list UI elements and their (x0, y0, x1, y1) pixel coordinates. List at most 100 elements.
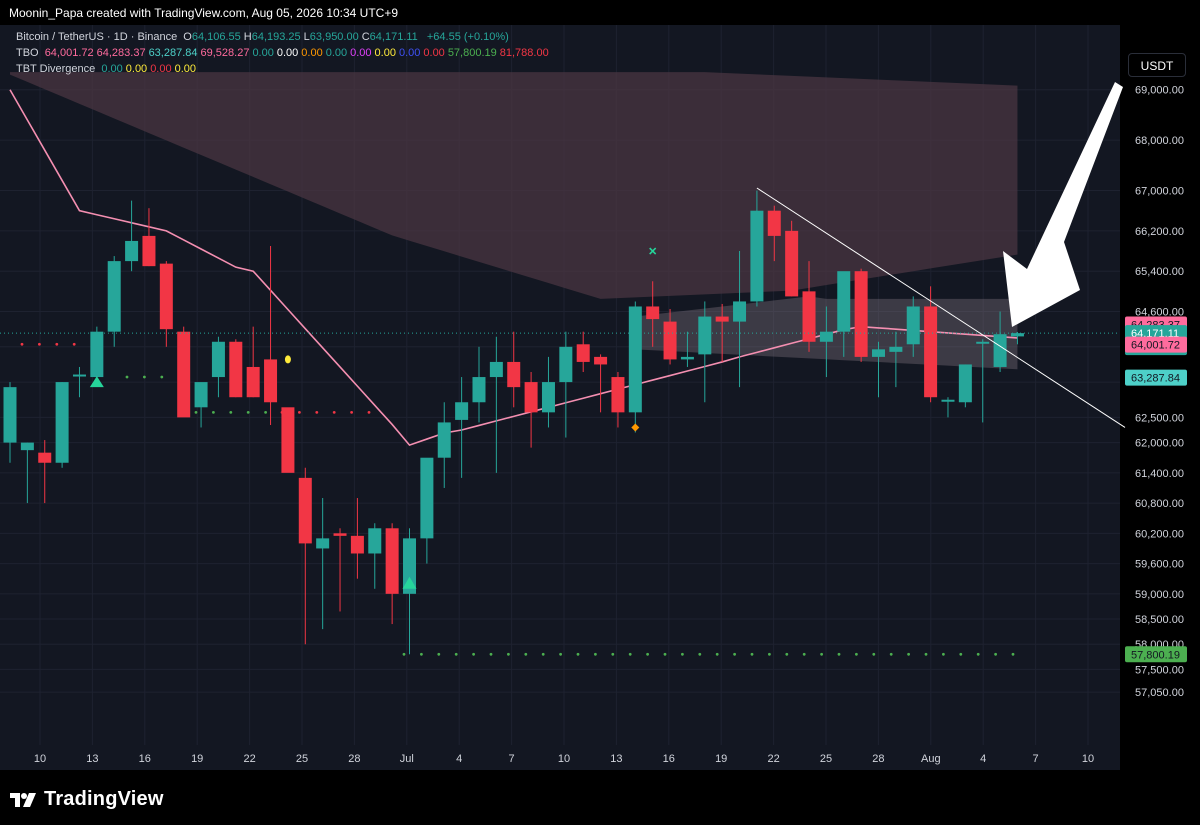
time-axis-tick-label: 10 (558, 753, 570, 765)
legend-indicator-value: 69,528.27 (200, 47, 250, 59)
candle-body[interactable] (125, 240, 139, 262)
legend-tbo-label: TBO (16, 47, 39, 59)
candle-body[interactable] (559, 346, 573, 383)
candle-body[interactable] (611, 377, 625, 413)
candle-body[interactable] (264, 359, 278, 403)
candle-body[interactable] (107, 261, 121, 332)
candle-body[interactable] (55, 382, 69, 463)
time-axis-tick-label: 28 (872, 753, 884, 765)
candle-body[interactable] (142, 235, 156, 267)
time-axis-tick-label: 25 (820, 753, 832, 765)
candle-body[interactable] (715, 316, 729, 322)
support-dot (420, 652, 423, 656)
candle-body[interactable] (420, 457, 434, 539)
candle-body[interactable] (194, 382, 208, 408)
legend-ohlc-value: 64,193.25 (251, 31, 301, 43)
candle-body[interactable] (837, 271, 851, 332)
price-tag (1125, 336, 1187, 353)
time-axis-tick-label: 19 (191, 753, 203, 765)
candle-body[interactable] (298, 477, 312, 544)
support-dot (837, 652, 841, 656)
price-axis-tick-label: 57,050.00 (1135, 687, 1184, 699)
support-dot (994, 652, 997, 656)
candle-body[interactable] (20, 442, 34, 451)
time-axis-tick-label: 13 (86, 753, 98, 765)
candle-body[interactable] (524, 382, 538, 413)
candle-body[interactable] (403, 538, 417, 594)
support-dot (959, 652, 963, 656)
candle-body[interactable] (38, 452, 52, 463)
candle-body[interactable] (177, 331, 191, 418)
candle-body[interactable] (906, 306, 920, 345)
candle-body[interactable] (680, 356, 694, 360)
candle-body[interactable] (350, 535, 364, 554)
chart-area[interactable]: 69,000.00 68,000.00 67,000.00 66,200.00 65,4… (0, 25, 1200, 770)
candle-body[interactable] (281, 407, 295, 473)
candle-body[interactable] (472, 377, 486, 403)
candle-body[interactable] (941, 399, 955, 402)
support-dot (698, 652, 702, 656)
support-dot (924, 652, 928, 656)
candle-body[interactable] (229, 341, 243, 398)
time-axis-tick-label: 28 (348, 753, 360, 765)
candle-body[interactable] (489, 361, 503, 378)
candle-body[interactable] (333, 533, 347, 536)
candle-body[interactable] (576, 344, 590, 362)
candle-body[interactable] (3, 387, 17, 443)
annotation-arrow-icon[interactable] (1003, 82, 1123, 327)
candle-body[interactable] (246, 366, 260, 398)
candle-body[interactable] (872, 349, 885, 357)
chart-svg[interactable]: 69,000.00 68,000.00 67,000.00 66,200.00 65,4… (0, 25, 1200, 770)
price-axis-tick-label: 64,600.00 (1135, 307, 1184, 319)
candle-body[interactable] (993, 334, 1007, 367)
candle-body[interactable] (646, 306, 660, 320)
candle-body[interactable] (819, 331, 833, 342)
candle-body[interactable] (698, 316, 712, 355)
support-dot (264, 410, 267, 414)
candle-body[interactable] (368, 528, 382, 554)
candle-body[interactable] (316, 538, 330, 549)
buy-signal-triangle-icon (402, 576, 417, 589)
watermark-text: Moonin_Papa created with TradingView.com… (9, 6, 399, 20)
candle-body[interactable] (541, 382, 555, 413)
currency-button[interactable]: USDT (1128, 53, 1186, 77)
legend-symbol-row: Bitcoin / TetherUS · 1D · Binance O64,10… (16, 31, 512, 43)
watermark-bar: Moonin_Papa created with TradingView.com… (0, 0, 1200, 25)
support-dot (402, 652, 406, 656)
legend-indicator-value: 0.00 (150, 63, 172, 75)
candle-body[interactable] (90, 331, 104, 378)
support-dot (663, 652, 667, 656)
candle-body[interactable] (594, 356, 608, 365)
support-dot (472, 652, 475, 656)
candle-body[interactable] (385, 528, 399, 594)
price-tag-label: 64,001.72 (1131, 340, 1180, 352)
candle-body[interactable] (889, 346, 903, 352)
resistance-dot (367, 410, 371, 414)
candle-body[interactable] (976, 341, 990, 344)
candle-body[interactable] (924, 306, 938, 398)
candle-body[interactable] (802, 291, 816, 342)
candle-body[interactable] (733, 301, 747, 322)
candle-body[interactable] (628, 306, 642, 413)
time-axis-tick-label: 13 (610, 753, 622, 765)
candle-body[interactable] (958, 364, 972, 403)
support-dot (942, 652, 945, 656)
candle-body[interactable] (211, 341, 225, 378)
candle-body[interactable] (1010, 333, 1024, 337)
candle-body[interactable] (72, 374, 86, 377)
support-dot (246, 410, 250, 414)
candle-body[interactable] (785, 230, 799, 297)
legend-indicator-value: 0.00 (374, 47, 396, 59)
candle-body[interactable] (455, 402, 469, 420)
candle-body[interactable] (663, 321, 677, 360)
legend-indicator-value: 0.00 (350, 47, 372, 59)
candle-body[interactable] (854, 271, 868, 357)
candle-body[interactable] (507, 361, 521, 388)
legend-indicator-value: 0.00 (398, 47, 421, 59)
candle-body[interactable] (437, 422, 451, 458)
descending-trendline[interactable] (756, 187, 1126, 428)
candle-body[interactable] (767, 210, 781, 236)
tradingview-brand[interactable]: TradingView (10, 788, 164, 811)
candle-body[interactable] (750, 210, 764, 302)
candle-body[interactable] (159, 263, 173, 330)
